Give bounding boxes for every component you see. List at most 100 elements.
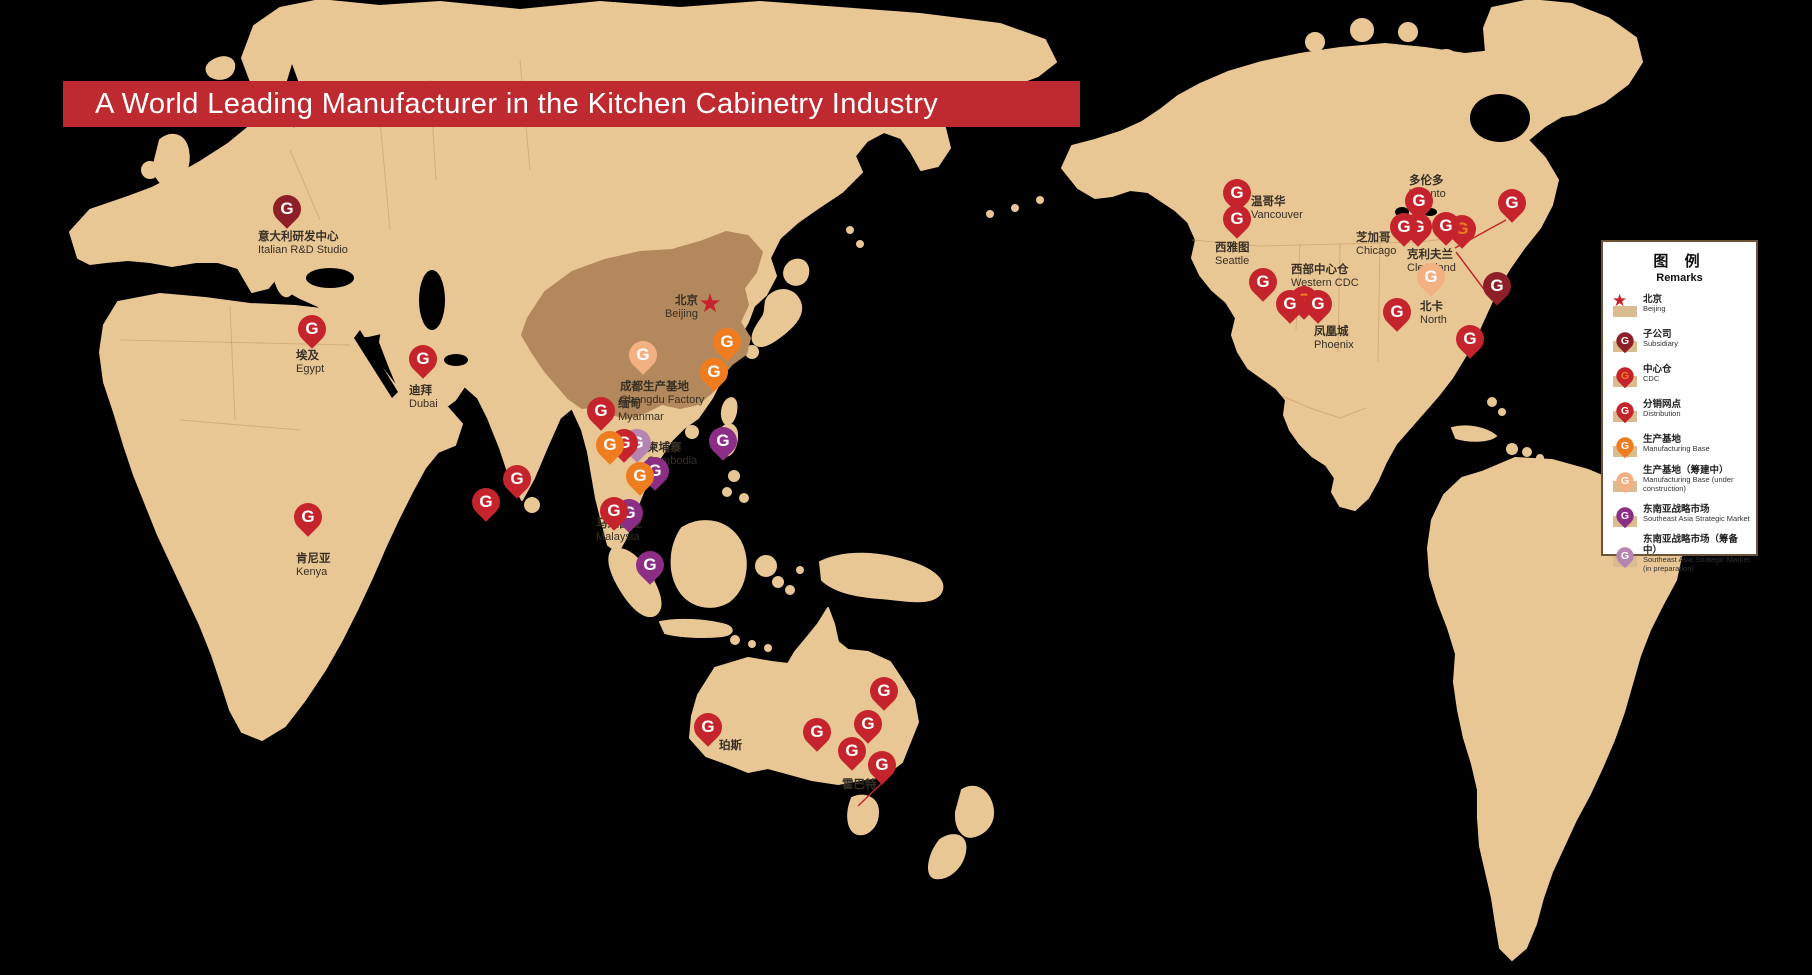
hainan-island: [685, 425, 699, 439]
legend-item-zh: 东南亚战略市场（筹备中）: [1643, 534, 1739, 556]
pin-distribution: G: [1450, 319, 1490, 360]
pin-distribution: G: [403, 339, 443, 380]
g-logo: G: [1620, 439, 1630, 452]
g-logo: G: [701, 717, 715, 736]
star-icon: ★: [1612, 291, 1628, 310]
label-zh: 缅甸: [618, 398, 641, 410]
legend-item-zh: 东南亚战略市场: [1643, 504, 1710, 516]
pin-manufacturing_uc: G: [623, 335, 663, 376]
sea-pin-icon: G: [1609, 499, 1643, 529]
banner-title: A World Leading Manufacturer in the Kitc…: [95, 88, 939, 120]
south-america-landmass: [1427, 457, 1683, 961]
map-label: 埃及 Egypt: [296, 350, 324, 376]
legend-item-en: Manufacturing Base: [1643, 444, 1710, 454]
sea_prep-pin-icon: G: [1609, 539, 1643, 569]
label-en: Chicago: [1356, 245, 1397, 257]
legend-pin: G: [1612, 543, 1638, 569]
g-logo: G: [636, 345, 650, 364]
legend-item-en: CDC: [1643, 374, 1660, 384]
legend-item-en: Beijing: [1643, 304, 1666, 314]
label-zh: 克利夫兰: [1407, 249, 1453, 261]
label-en: Beijing: [664, 308, 698, 320]
legend-pin: G: [1612, 363, 1638, 389]
pin-manufacturing: G: [707, 322, 747, 363]
label-zh: 芝加哥: [1356, 232, 1391, 244]
label-en: Egypt: [296, 363, 325, 375]
legend-item-en: Subsidiary: [1643, 339, 1679, 349]
legend-item-zh: 分销网点: [1643, 399, 1682, 411]
legend-item-manufacturing_uc: G 生产基地（筹建中） Manufacturing Base (under cons…: [1609, 464, 1750, 494]
legend-item-text: 北京 Beijing: [1643, 294, 1750, 314]
g-logo: G: [1439, 216, 1453, 235]
g-logo: G: [810, 722, 824, 741]
label-en: Malaysia: [596, 531, 640, 543]
legend-item-text: 中心仓 CDC: [1643, 364, 1750, 384]
pin-distribution: G: [1217, 173, 1257, 214]
pin-distribution: G: [1377, 292, 1417, 333]
legend-item-manufacturing: G 生产基地 Manufacturing Base: [1609, 429, 1750, 459]
g-logo: G: [1283, 294, 1297, 313]
label-en: Phoenix: [1314, 339, 1354, 351]
g-logo: G: [305, 319, 319, 338]
g-logo: G: [301, 507, 315, 526]
legend-title-en: Remarks: [1656, 272, 1703, 284]
greenland-landmass: [1483, 0, 1643, 119]
legend-item-en: Southeast Asia Strategic Market: [1643, 514, 1750, 524]
g-logo: G: [845, 741, 859, 760]
philippines-island-2: [722, 487, 732, 497]
legend-panel: 图 例 Remarks ★ 北京 Beijing G 子公司 Subsidiary G 中心仓…: [1601, 240, 1758, 572]
map-label: 温哥华 Vancouver: [1251, 196, 1303, 222]
label-en: Chengdu Factory: [620, 394, 705, 406]
legend-item-zh: 生产基地（筹建中）: [1643, 465, 1729, 476]
new-zealand-north: [954, 785, 994, 838]
label-zh: 柬埔寨: [647, 442, 682, 454]
legend-pin-base: [1613, 306, 1637, 317]
pin-distribution: G: [864, 671, 904, 712]
label-en: Myanmar: [618, 411, 664, 423]
title-banner: A World Leading Manufacturer in the Kitc…: [63, 81, 1080, 127]
legend-item-zh: 北京: [1643, 294, 1663, 306]
g-logo: G: [1620, 334, 1630, 347]
pin-distribution: G: [292, 309, 332, 350]
g-logo: G: [1311, 294, 1325, 313]
pin-subsidiary: G: [1477, 266, 1517, 307]
label-zh: 成都生产基地: [620, 381, 689, 393]
pin-sea: G: [703, 421, 743, 462]
pin-distribution: G: [497, 459, 537, 500]
g-logo: G: [594, 401, 608, 420]
distribution-pin-icon: G: [1609, 394, 1643, 424]
legend-item-text: 分销网点 Distribution: [1643, 399, 1750, 419]
pin-sea: G: [630, 545, 670, 586]
pin-manufacturing_uc: G: [1411, 257, 1451, 298]
cdc-pin-icon: G: [1609, 359, 1643, 389]
legend-item-distribution: G 分销网点 Distribution: [1609, 394, 1750, 424]
legend-item-en: Southeast Asia Strategic Market (in prep…: [1643, 555, 1750, 573]
pin-distribution: G: [594, 491, 634, 532]
iceland-island: [205, 56, 236, 80]
g-logo: G: [1620, 549, 1630, 562]
legend-item-en: Manufacturing Base (under construction): [1643, 475, 1734, 493]
g-logo: G: [1620, 404, 1630, 417]
map-label: 缅甸 Myanmar: [618, 398, 664, 424]
pin-manufacturing: G: [590, 425, 630, 466]
g-logo: G: [1490, 276, 1504, 295]
legend-pin: G: [1612, 433, 1638, 459]
g-logo: G: [1505, 193, 1519, 212]
legend-pin: G: [1612, 468, 1638, 494]
pin-distribution: G: [1217, 199, 1257, 240]
pin-distribution: G: [466, 482, 506, 523]
sulawesi-island-2: [772, 576, 784, 588]
label-zh: 迪拜: [409, 385, 432, 397]
legend-item-text: 东南亚战略市场（筹备中） Southeast Asia Strategic Mar…: [1643, 534, 1750, 573]
label-en: Kenya: [296, 566, 328, 578]
legend-items: ★ 北京 Beijing G 子公司 Subsidiary G 中心仓 CDC G 分销网点 Dist…: [1609, 289, 1750, 573]
g-logo: G: [875, 755, 889, 774]
g-logo: G: [607, 501, 621, 520]
g-logo: G: [643, 555, 657, 574]
g-logo: G: [707, 362, 721, 381]
java-island: [659, 618, 733, 638]
pin-distribution: G: [1243, 262, 1283, 303]
map-label: 成都生产基地 Chengdu Factory: [620, 381, 704, 407]
g-logo: G: [633, 466, 647, 485]
